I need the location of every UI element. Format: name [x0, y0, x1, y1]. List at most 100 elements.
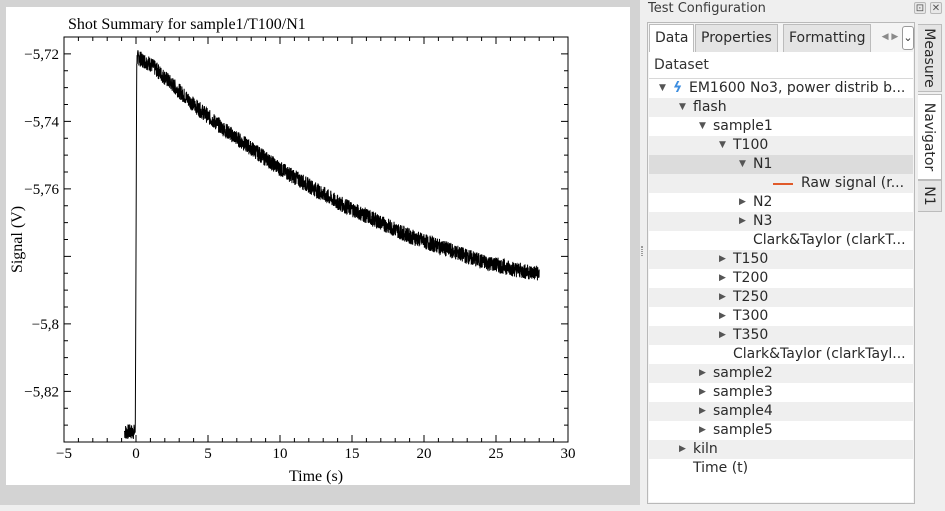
tree-item[interactable]: ▶ N2	[649, 193, 913, 212]
y-tick-label: −5,74	[24, 114, 59, 130]
x-tick-label: 0	[132, 446, 140, 462]
tree-item-label: sample2	[713, 364, 773, 383]
tree-item-label: sample4	[713, 402, 773, 421]
tree-item[interactable]: ▼ sample1	[649, 117, 913, 136]
tree-item-label: T300	[733, 307, 768, 326]
tree-item[interactable]: ▶ N3	[649, 212, 913, 231]
x-tick-label: 30	[561, 446, 576, 462]
panel-title: Test Configuration	[648, 0, 766, 17]
panel-splitter[interactable]	[640, 0, 646, 511]
tree-item[interactable]: ▶ T300	[649, 307, 913, 326]
tree-item-label: Raw signal (r...	[801, 174, 904, 193]
tree-item[interactable]: ▶ sample5	[649, 421, 913, 440]
collapsed-arrow-icon[interactable]: ▶	[739, 193, 749, 212]
expanded-arrow-icon[interactable]: ▼	[679, 98, 689, 117]
signal-trace	[124, 50, 539, 439]
tree-item[interactable]: ▶ sample2	[649, 364, 913, 383]
tree-item[interactable]: Clark&Taylor (clarkT...	[649, 231, 913, 250]
status-strip	[0, 505, 945, 511]
bolt-icon: ϟ	[673, 79, 682, 98]
y-axis-label: Signal (V)	[9, 206, 26, 273]
tree-item-label: flash	[693, 98, 727, 117]
side-tab-n1[interactable]: N1	[918, 180, 942, 212]
plot-frame	[64, 37, 568, 442]
collapsed-arrow-icon[interactable]: ▶	[719, 288, 729, 307]
expanded-arrow-icon[interactable]: ▼	[719, 136, 729, 155]
collapsed-arrow-icon[interactable]: ▶	[699, 402, 709, 421]
collapsed-arrow-icon[interactable]: ▶	[719, 269, 729, 288]
tree-item[interactable]: ▶ T250	[649, 288, 913, 307]
y-tick-label: −5,76	[24, 182, 59, 198]
x-axis-label: Time (s)	[289, 468, 343, 485]
tree-item-label: T100	[733, 136, 768, 155]
y-tick-label: −5,82	[24, 384, 59, 400]
plot-canvas[interactable]: Shot Summary for sample1/T100/N1 Time (s)…	[6, 7, 630, 485]
side-tab-measure-label: Measure	[921, 28, 937, 88]
tab-more-button[interactable]: ⌄	[902, 26, 914, 50]
tree-item-label: EM1600 No3, power distrib b...	[689, 79, 905, 98]
plot-area: Shot Summary for sample1/T100/N1 Time (s)…	[0, 0, 640, 511]
tree-item[interactable]: ▶ T350	[649, 326, 913, 345]
tree-item[interactable]: ▶ T150	[649, 250, 913, 269]
tree-item[interactable]: ▼ ϟ EM1600 No3, power distrib b...	[649, 79, 913, 98]
tree-item-label: sample5	[713, 421, 773, 440]
dataset-tree[interactable]: Dataset ▼ ϟ EM1600 No3, power distrib b...…	[649, 52, 913, 502]
y-tick-label: −5,72	[24, 47, 59, 63]
tab-data[interactable]: Data	[649, 24, 694, 53]
expanded-arrow-icon[interactable]: ▼	[659, 79, 669, 98]
collapsed-arrow-icon[interactable]: ▶	[719, 307, 729, 326]
expanded-arrow-icon[interactable]: ▼	[699, 117, 709, 136]
tree-item-label: T250	[733, 288, 768, 307]
tree-item[interactable]: Time (t)	[649, 459, 913, 478]
chart-title: Shot Summary for sample1/T100/N1	[68, 16, 306, 33]
tree-item-label: Clark&Taylor (clarkT...	[753, 231, 906, 250]
tree-item[interactable]: ▶ sample4	[649, 402, 913, 421]
side-tab-navigator-label: Navigator	[921, 103, 937, 172]
collapsed-arrow-icon[interactable]: ▶	[699, 421, 709, 440]
tree-item-label: T200	[733, 269, 768, 288]
tree-item-label: T350	[733, 326, 768, 345]
collapsed-arrow-icon[interactable]: ▶	[719, 250, 729, 269]
expanded-arrow-icon[interactable]: ▼	[739, 155, 749, 174]
collapsed-arrow-icon[interactable]: ▶	[699, 364, 709, 383]
x-tick-label: −5	[56, 446, 72, 462]
tree-item[interactable]: ▶ T200	[649, 269, 913, 288]
collapsed-arrow-icon[interactable]: ▶	[699, 383, 709, 402]
float-panel-button[interactable]: ⊡	[914, 2, 926, 14]
x-tick-label: 15	[345, 446, 360, 462]
tree-item[interactable]: Raw signal (r...	[649, 174, 913, 193]
tab-formatting[interactable]: Formatting	[783, 24, 871, 52]
tree-item-label: N3	[753, 212, 772, 231]
x-tick-label: 5	[204, 446, 212, 462]
line-swatch-icon	[773, 183, 793, 185]
x-tick-label: 10	[273, 446, 288, 462]
tab-properties[interactable]: Properties	[695, 24, 778, 52]
tab-scroll-arrows-icon[interactable]: ◀ ▶	[876, 26, 904, 48]
y-tick-label: −5,8	[32, 317, 59, 333]
tree-item[interactable]: ▼ flash	[649, 98, 913, 117]
collapsed-arrow-icon[interactable]: ▶	[679, 440, 689, 459]
tree-item-label: T150	[733, 250, 768, 269]
tree-item[interactable]: Clark&Taylor (clarkTayl...	[649, 345, 913, 364]
shot-summary-chart[interactable]: Shot Summary for sample1/T100/N1 Time (s)…	[6, 7, 630, 485]
side-tab-measure[interactable]: Measure	[918, 24, 942, 92]
tree-item-label: Clark&Taylor (clarkTayl...	[733, 345, 906, 364]
collapsed-arrow-icon[interactable]: ▶	[739, 212, 749, 231]
x-tick-label: 25	[489, 446, 504, 462]
tree-item[interactable]: ▶ sample3	[649, 383, 913, 402]
collapsed-arrow-icon[interactable]: ▶	[719, 326, 729, 345]
tree-header-dataset[interactable]: Dataset	[649, 52, 913, 79]
splitter-grip-icon	[641, 246, 643, 256]
tree-item[interactable]: ▶ kiln	[649, 440, 913, 459]
tree-item[interactable]: ▼ N1	[649, 155, 913, 174]
x-tick-label: 20	[417, 446, 432, 462]
side-tab-navigator[interactable]: Navigator	[918, 94, 942, 180]
tree-item-label: N2	[753, 193, 772, 212]
side-tab-n1-label: N1	[921, 186, 937, 205]
close-panel-button[interactable]: ✕	[930, 2, 942, 14]
tree-item-label: Time (t)	[693, 459, 748, 478]
tree-item-label: sample1	[713, 117, 773, 136]
tree-item-label: kiln	[693, 440, 718, 459]
tree-item-label: N1	[753, 155, 772, 174]
tree-item[interactable]: ▼ T100	[649, 136, 913, 155]
